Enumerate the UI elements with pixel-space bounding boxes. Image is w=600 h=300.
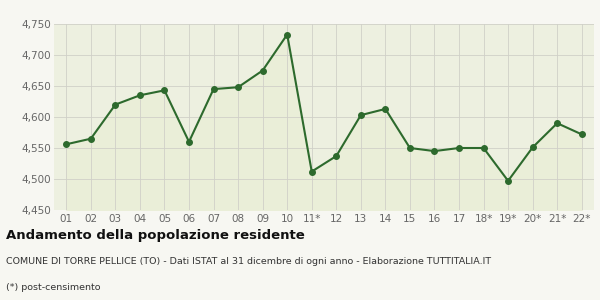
Text: COMUNE DI TORRE PELLICE (TO) - Dati ISTAT al 31 dicembre di ogni anno - Elaboraz: COMUNE DI TORRE PELLICE (TO) - Dati ISTA… bbox=[6, 256, 491, 266]
Text: (*) post-censimento: (*) post-censimento bbox=[6, 284, 101, 292]
Text: Andamento della popolazione residente: Andamento della popolazione residente bbox=[6, 230, 305, 242]
